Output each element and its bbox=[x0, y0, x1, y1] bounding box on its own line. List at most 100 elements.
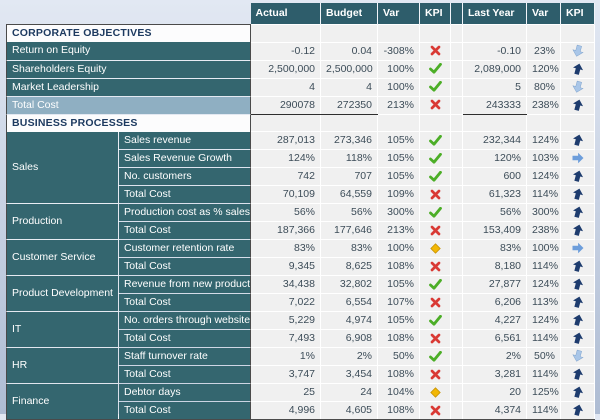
budget-cell[interactable]: 3,454 bbox=[321, 366, 378, 384]
process-group-cell[interactable]: Product Development bbox=[7, 276, 119, 312]
kpi-budget-cell[interactable] bbox=[420, 132, 451, 150]
var-cell[interactable]: 107% bbox=[378, 294, 420, 312]
column-header-kpi[interactable]: KPI bbox=[420, 3, 451, 25]
actual-cell[interactable]: 3,747 bbox=[251, 366, 321, 384]
var-cell[interactable]: 100% bbox=[378, 60, 420, 78]
column-header-last-year[interactable]: Last Year bbox=[463, 3, 527, 25]
var-last-year-cell[interactable]: 120% bbox=[527, 60, 561, 78]
actual-cell[interactable]: 287,013 bbox=[251, 132, 321, 150]
last-year-cell[interactable] bbox=[463, 114, 527, 132]
kpi-last-year-cell[interactable] bbox=[561, 366, 595, 384]
column-header-var-ly[interactable]: Var bbox=[527, 3, 561, 25]
kpi-budget-cell[interactable] bbox=[420, 312, 451, 330]
var-last-year-cell[interactable]: 114% bbox=[527, 258, 561, 276]
var-cell[interactable]: 105% bbox=[378, 276, 420, 294]
kpi-last-year-cell[interactable] bbox=[561, 78, 595, 96]
last-year-cell[interactable]: 5 bbox=[463, 78, 527, 96]
kpi-budget-cell[interactable] bbox=[420, 42, 451, 60]
process-group-cell[interactable]: IT bbox=[7, 312, 119, 348]
var-last-year-cell[interactable]: 124% bbox=[527, 312, 561, 330]
last-year-cell[interactable]: 2% bbox=[463, 348, 527, 366]
objective-label-cell[interactable]: Market Leadership bbox=[7, 78, 251, 96]
actual-cell[interactable]: -0.12 bbox=[251, 42, 321, 60]
budget-cell[interactable]: 177,646 bbox=[321, 222, 378, 240]
actual-cell[interactable]: 7,022 bbox=[251, 294, 321, 312]
var-last-year-cell[interactable]: 124% bbox=[527, 132, 561, 150]
last-year-cell[interactable]: 20 bbox=[463, 384, 527, 402]
kpi-budget-cell[interactable] bbox=[420, 348, 451, 366]
last-year-cell[interactable]: 6,206 bbox=[463, 294, 527, 312]
budget-cell[interactable]: 118% bbox=[321, 150, 378, 168]
last-year-cell[interactable]: 27,877 bbox=[463, 276, 527, 294]
actual-cell[interactable]: 9,345 bbox=[251, 258, 321, 276]
last-year-cell[interactable]: 232,344 bbox=[463, 132, 527, 150]
actual-cell[interactable]: 124% bbox=[251, 150, 321, 168]
kpi-budget-cell[interactable] bbox=[420, 222, 451, 240]
column-header-actual[interactable]: Actual bbox=[251, 3, 321, 25]
kpi-last-year-cell[interactable] bbox=[561, 240, 595, 258]
process-group-cell[interactable]: Customer Service bbox=[7, 240, 119, 276]
budget-cell[interactable]: 2% bbox=[321, 348, 378, 366]
kpi-budget-cell[interactable] bbox=[420, 258, 451, 276]
kpi-last-year-cell[interactable] bbox=[561, 258, 595, 276]
var-last-year-cell[interactable]: 114% bbox=[527, 186, 561, 204]
kpi-budget-cell[interactable] bbox=[420, 330, 451, 348]
kpi-budget-cell[interactable] bbox=[420, 186, 451, 204]
var-cell[interactable]: 108% bbox=[378, 330, 420, 348]
budget-cell[interactable]: 2,500,000 bbox=[321, 60, 378, 78]
budget-cell[interactable]: 272350 bbox=[321, 96, 378, 114]
last-year-cell[interactable]: 4,227 bbox=[463, 312, 527, 330]
var-last-year-cell[interactable]: 124% bbox=[527, 276, 561, 294]
actual-cell[interactable]: 7,493 bbox=[251, 330, 321, 348]
kpi-last-year-cell[interactable] bbox=[561, 114, 595, 132]
metric-label-cell[interactable]: Revenue from new products bbox=[119, 276, 251, 294]
kpi-budget-cell[interactable] bbox=[420, 204, 451, 222]
kpi-last-year-cell[interactable] bbox=[561, 330, 595, 348]
kpi-budget-cell[interactable] bbox=[420, 78, 451, 96]
var-last-year-cell[interactable] bbox=[527, 25, 561, 43]
kpi-budget-cell[interactable] bbox=[420, 294, 451, 312]
var-cell[interactable] bbox=[378, 114, 420, 132]
var-cell[interactable]: 50% bbox=[378, 348, 420, 366]
metric-label-cell[interactable]: Total Cost bbox=[119, 366, 251, 384]
kpi-budget-cell[interactable] bbox=[420, 150, 451, 168]
metric-label-cell[interactable]: Total Cost bbox=[119, 294, 251, 312]
actual-cell[interactable]: 4 bbox=[251, 78, 321, 96]
actual-cell[interactable]: 83% bbox=[251, 240, 321, 258]
metric-label-cell[interactable]: Debtor days bbox=[119, 384, 251, 402]
last-year-cell[interactable]: 56% bbox=[463, 204, 527, 222]
metric-label-cell[interactable]: No. orders through website bbox=[119, 312, 251, 330]
kpi-budget-cell[interactable] bbox=[420, 96, 451, 114]
budget-cell[interactable]: 24 bbox=[321, 384, 378, 402]
kpi-last-year-cell[interactable] bbox=[561, 204, 595, 222]
var-last-year-cell[interactable]: 50% bbox=[527, 348, 561, 366]
kpi-last-year-cell[interactable] bbox=[561, 348, 595, 366]
kpi-budget-cell[interactable] bbox=[420, 240, 451, 258]
column-header-var[interactable]: Var bbox=[378, 3, 420, 25]
var-last-year-cell[interactable]: 103% bbox=[527, 150, 561, 168]
kpi-budget-cell[interactable] bbox=[420, 168, 451, 186]
actual-cell[interactable]: 70,109 bbox=[251, 186, 321, 204]
budget-cell[interactable]: 32,802 bbox=[321, 276, 378, 294]
kpi-last-year-cell[interactable] bbox=[561, 186, 595, 204]
metric-label-cell[interactable]: Sales revenue bbox=[119, 132, 251, 150]
actual-cell[interactable]: 56% bbox=[251, 204, 321, 222]
kpi-budget-cell[interactable] bbox=[420, 25, 451, 43]
var-cell[interactable]: 108% bbox=[378, 366, 420, 384]
kpi-budget-cell[interactable] bbox=[420, 384, 451, 402]
actual-cell[interactable]: 2,500,000 bbox=[251, 60, 321, 78]
var-last-year-cell[interactable]: 113% bbox=[527, 294, 561, 312]
kpi-budget-cell[interactable] bbox=[420, 366, 451, 384]
actual-cell[interactable] bbox=[251, 114, 321, 132]
actual-cell[interactable]: 290078 bbox=[251, 96, 321, 114]
metric-label-cell[interactable]: Total Cost bbox=[119, 222, 251, 240]
kpi-last-year-cell[interactable] bbox=[561, 150, 595, 168]
last-year-cell[interactable]: 8,180 bbox=[463, 258, 527, 276]
section-title[interactable]: CORPORATE OBJECTIVES bbox=[7, 25, 251, 43]
budget-cell[interactable]: 707 bbox=[321, 168, 378, 186]
budget-cell[interactable]: 273,346 bbox=[321, 132, 378, 150]
last-year-cell[interactable]: 600 bbox=[463, 168, 527, 186]
var-cell[interactable]: 105% bbox=[378, 168, 420, 186]
kpi-last-year-cell[interactable] bbox=[561, 222, 595, 240]
var-cell[interactable]: 300% bbox=[378, 204, 420, 222]
